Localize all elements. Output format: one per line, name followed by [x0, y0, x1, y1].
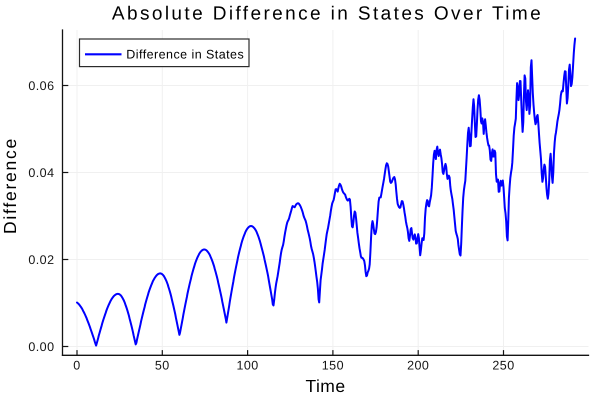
svg-text:Time: Time [305, 376, 345, 396]
svg-text:Absolute Difference in States: Absolute Difference in States Over Time [112, 4, 543, 25]
svg-text:100: 100 [236, 359, 258, 373]
svg-text:50: 50 [155, 359, 170, 373]
svg-text:Difference: Difference [0, 137, 20, 234]
svg-text:Difference in States: Difference in States [126, 48, 244, 62]
svg-text:0: 0 [73, 359, 80, 373]
svg-text:0.02: 0.02 [28, 253, 54, 267]
svg-text:150: 150 [322, 359, 344, 373]
svg-text:0.06: 0.06 [28, 79, 54, 93]
svg-text:250: 250 [492, 359, 514, 373]
svg-text:200: 200 [407, 359, 429, 373]
svg-text:0.00: 0.00 [28, 340, 54, 354]
svg-text:0.04: 0.04 [28, 166, 54, 180]
